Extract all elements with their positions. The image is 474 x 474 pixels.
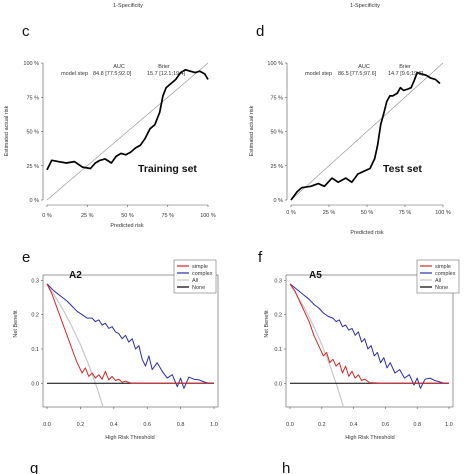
x-tick-label: 0.6 — [382, 422, 390, 428]
series-line-complex — [46, 283, 214, 389]
x-tick-label: 0.0 — [286, 422, 294, 428]
x-tick-label: 25 % — [323, 210, 336, 216]
y-tick-label: 0.1 — [31, 347, 39, 353]
auc-header: AUC — [358, 64, 370, 70]
y-tick-label: 0.3 — [31, 278, 39, 284]
panel-letter-g: g — [30, 460, 38, 474]
panel-subtitle: A5 — [309, 270, 322, 281]
y-tick-label: 25 % — [270, 164, 283, 170]
x-tick-label: 1.0 — [445, 422, 453, 428]
x-tick-label: 0.4 — [350, 422, 358, 428]
y-tick-label: 0.1 — [274, 347, 282, 353]
x-axis-title: Predicted risk — [350, 230, 384, 236]
dataset-annotation: Test set — [383, 163, 422, 175]
legend-label-complex: complex — [192, 271, 213, 277]
y-tick-label: 75 % — [270, 95, 283, 101]
auc-value: 86.5 [77.5;97.6] — [338, 71, 377, 77]
y-tick-label: 0.0 — [31, 381, 39, 387]
x-tick-label: 0.2 — [318, 422, 326, 428]
y-tick-label: 0.2 — [31, 313, 39, 319]
legend-label-simple: simple — [435, 264, 451, 270]
panel-letter-c: c — [22, 23, 30, 40]
series-line-simple — [289, 283, 449, 384]
brier-value: 14.7 [9.6;19.8] — [388, 71, 424, 77]
panel-letter-d: d — [256, 23, 264, 40]
brier-value: 15.7 [12.1;19.4] — [147, 71, 186, 77]
panel-letter-e: e — [22, 249, 30, 266]
series-line-simple — [46, 283, 214, 384]
x-axis-title: High Risk Threshold — [345, 435, 394, 441]
x-tick-label: 75 % — [399, 210, 412, 216]
y-axis-title: Estimated actual risk — [249, 105, 255, 156]
y-tick-label: 75 % — [26, 95, 39, 101]
series-line-all — [46, 283, 104, 407]
x-tick-label: 0.8 — [413, 422, 421, 428]
x-tick-label: 0.8 — [177, 422, 185, 428]
top-xlabel-right: 1-Specificity — [350, 3, 380, 9]
decision-curve-chart-a5: 0.0 0.1 0.2 0.3 0.0 0.2 0.4 0.6 0.8 1.0 simplecomp… — [264, 259, 460, 441]
calibration-chart-test: 0 % 25 % 50 % 75 % 100 % 0 % 25 % 50 % 75 % 100 %… — [249, 61, 451, 236]
x-tick-label: 0 % — [286, 210, 296, 216]
x-tick-label: 50 % — [361, 210, 374, 216]
y-axis-title: Net Benefit — [13, 310, 19, 338]
plot-frame — [285, 274, 454, 408]
x-tick-label: 100 % — [435, 210, 451, 216]
y-axis-title: Net Benefit — [264, 310, 270, 338]
y-tick-label: 25 % — [26, 164, 39, 170]
y-tick-label: 100 % — [267, 61, 283, 67]
x-tick-label: 0.2 — [77, 422, 85, 428]
panel-letter-h: h — [282, 460, 290, 474]
y-tick-label: 0 % — [30, 198, 40, 204]
calibration-curve-line — [46, 68, 209, 171]
x-tick-label: 1.0 — [210, 422, 218, 428]
x-tick-label: 0 % — [42, 213, 52, 219]
legend-label-complex: complex — [435, 271, 456, 277]
top-xlabel-left: 1-Specificity — [113, 3, 143, 9]
brier-header: Brier — [399, 64, 411, 70]
x-tick-label: 25 % — [81, 213, 94, 219]
auc-header: AUC — [113, 64, 125, 70]
x-tick-label: 50 % — [121, 213, 134, 219]
y-axis-title: Estimated actual risk — [4, 105, 10, 156]
y-tick-label: 0.2 — [274, 313, 282, 319]
x-axis-title: Predicted risk — [110, 223, 144, 229]
calibration-chart-training: 0 % 25 % 50 % 75 % 100 % 0 % 25 % 50 % 75 % 100 %… — [4, 61, 216, 229]
y-tick-label: 0 % — [274, 198, 284, 204]
y-tick-label: 100 % — [23, 61, 39, 67]
y-tick-label: 50 % — [270, 130, 283, 136]
legend-label-all: All — [192, 278, 198, 284]
model-name: model step — [61, 71, 88, 77]
x-axis-title: High Risk Threshold — [105, 435, 154, 441]
auc-value: 84.8 [77.5;92.0] — [93, 71, 132, 77]
x-tick-label: 0.4 — [110, 422, 118, 428]
legend-label-simple: simple — [192, 264, 208, 270]
panel-letter-f: f — [258, 249, 263, 266]
model-name: model step — [305, 71, 332, 77]
x-tick-label: 0.6 — [143, 422, 151, 428]
legend-label-none: None — [192, 285, 205, 291]
y-tick-label: 0.0 — [274, 381, 282, 387]
x-tick-label: 75 % — [161, 213, 174, 219]
plot-frame — [42, 274, 219, 408]
legend-label-all: All — [435, 278, 441, 284]
reference-diagonal-line — [46, 62, 209, 201]
x-tick-label: 100 % — [200, 213, 216, 219]
dataset-annotation: Training set — [138, 163, 197, 175]
brier-header: Brier — [158, 64, 170, 70]
panel-subtitle: A2 — [69, 270, 82, 281]
decision-curve-chart-a2: 0.0 0.1 0.2 0.3 0.0 0.2 0.4 0.6 0.8 1.0 simplecomp… — [13, 259, 219, 441]
calibration-curve-line — [290, 71, 441, 201]
y-tick-label: 50 % — [26, 130, 39, 136]
legend-label-none: None — [435, 285, 448, 291]
x-tick-label: 0.0 — [43, 422, 51, 428]
y-tick-label: 0.3 — [274, 278, 282, 284]
reference-diagonal-line — [290, 62, 444, 201]
series-line-all — [289, 283, 345, 407]
